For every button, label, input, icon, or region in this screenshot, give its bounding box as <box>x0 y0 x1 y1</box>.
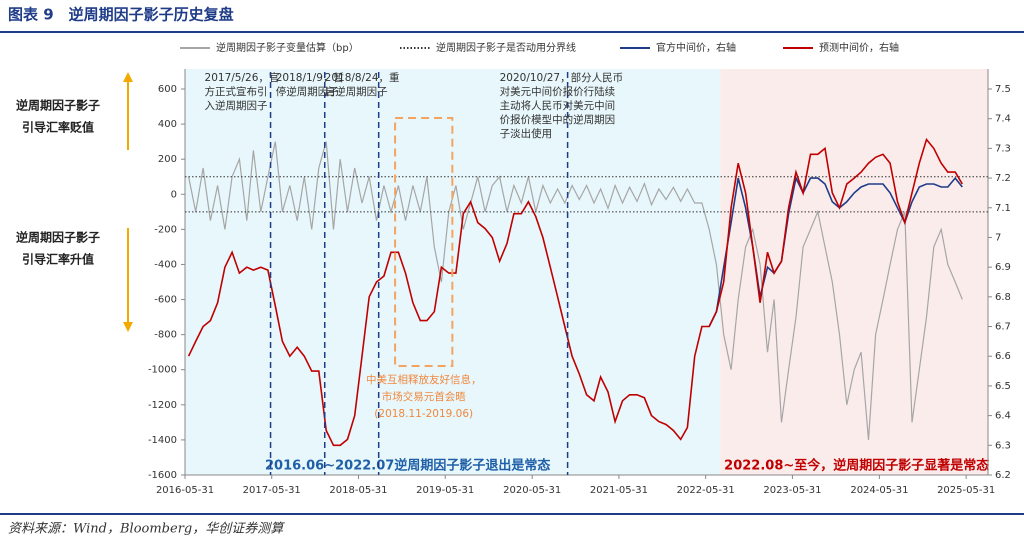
event-label: 启逆周期因子 <box>325 85 388 98</box>
side-note: 逆周期因子影子 <box>16 98 100 113</box>
x-tick-label: 2018-05-31 <box>329 485 387 496</box>
x-tick-label: 2025-05-31 <box>937 485 995 496</box>
side-note: 逆周期因子影子 <box>16 230 100 245</box>
legend-label: 逆周期因子影子变量估算（bp） <box>216 41 359 54</box>
y2-tick-label: 6.6 <box>995 351 1011 362</box>
y2-tick-label: 6.5 <box>995 381 1011 392</box>
y2-tick-label: 6.7 <box>995 322 1011 333</box>
side-note: 引导汇率升值 <box>22 252 94 267</box>
x-tick-label: 2020-05-31 <box>503 485 561 496</box>
period-label: (2018.11-2019.06) <box>374 408 473 420</box>
period-label: 中美互相释放友好信息， <box>366 373 482 386</box>
event-label: 价报价模型中的逆周期因 <box>500 113 616 126</box>
y-tick-label: -600 <box>154 295 177 306</box>
event-label: 入逆周期因子 <box>205 99 268 112</box>
y2-tick-label: 6.3 <box>995 440 1011 451</box>
x-tick-label: 2017-05-31 <box>243 485 301 496</box>
legend-label: 预测中间价，右轴 <box>819 41 899 54</box>
source: 资料来源：Wind，Bloomberg，华创证券测算 <box>8 522 285 537</box>
y-tick-label: 200 <box>158 154 177 165</box>
y-tick-label: -1000 <box>148 365 177 376</box>
event-label: 2017/5/26，官 <box>205 71 280 84</box>
y2-tick-label: 7.1 <box>995 203 1011 214</box>
event-label: 主动将人民币对美元中间 <box>500 99 616 112</box>
y-tick-label: -200 <box>154 224 177 235</box>
event-label: 2018/1/9，暂 <box>276 72 344 84</box>
y2-tick-label: 7.3 <box>995 143 1011 154</box>
y2-tick-label: 7.4 <box>995 114 1011 125</box>
event-label: 停逆周期因子 <box>276 85 339 98</box>
period-box <box>394 117 454 367</box>
page-title: 图表 9 逆周期因子影子历史复盘 <box>8 6 234 24</box>
y-tick-label: -1200 <box>148 400 177 411</box>
x-tick-label: 2022-05-31 <box>677 485 735 496</box>
x-tick-label: 2024-05-31 <box>850 485 908 496</box>
event-label: 对美元中间价报价行陆续 <box>500 85 616 98</box>
y-tick-label: 600 <box>158 84 177 95</box>
y2-tick-label: 6.4 <box>995 411 1011 422</box>
region-label: 2022.08~至今，逆周期因子影子显著是常态 <box>724 458 989 474</box>
y-tick-label: 0 <box>171 189 177 200</box>
arrow-down <box>123 322 133 332</box>
arrow-up <box>123 72 133 82</box>
legend-label: 逆周期因子影子是否动用分界线 <box>436 41 576 54</box>
y2-tick-label: 6.9 <box>995 262 1011 273</box>
y2-tick-label: 7 <box>995 232 1001 243</box>
series-line <box>188 141 963 440</box>
y-tick-label: -400 <box>154 259 177 270</box>
series-line <box>187 137 963 447</box>
period-label: 市场交易元首会晤 <box>382 390 466 403</box>
x-tick-label: 2023-05-31 <box>763 485 821 496</box>
x-tick-label: 2021-05-31 <box>590 485 648 496</box>
y-tick-label: -1600 <box>148 470 177 481</box>
y2-tick-label: 6.2 <box>995 470 1011 481</box>
y-tick-label: -800 <box>154 330 177 341</box>
x-tick-label: 2019-05-31 <box>416 485 474 496</box>
event-label: 子淡出使用 <box>500 127 553 140</box>
region-label: 2016.06~2022.07逆周期因子影子退出是常态 <box>265 458 550 474</box>
event-label: 方正式宣布引 <box>205 85 268 98</box>
y-tick-label: -1400 <box>148 435 177 446</box>
y-tick-label: 400 <box>158 119 177 130</box>
y2-tick-label: 7.2 <box>995 173 1011 184</box>
x-tick-label: 2016-05-31 <box>156 485 214 496</box>
y2-tick-label: 6.8 <box>995 292 1011 303</box>
legend-label: 官方中间价，右轴 <box>656 41 736 54</box>
event-label: 2020/10/27，部分人民币 <box>500 71 624 84</box>
event-label: 2018/8/24，重 <box>325 71 400 84</box>
side-note: 引导汇率贬值 <box>22 120 94 135</box>
y2-tick-label: 7.5 <box>995 84 1011 95</box>
